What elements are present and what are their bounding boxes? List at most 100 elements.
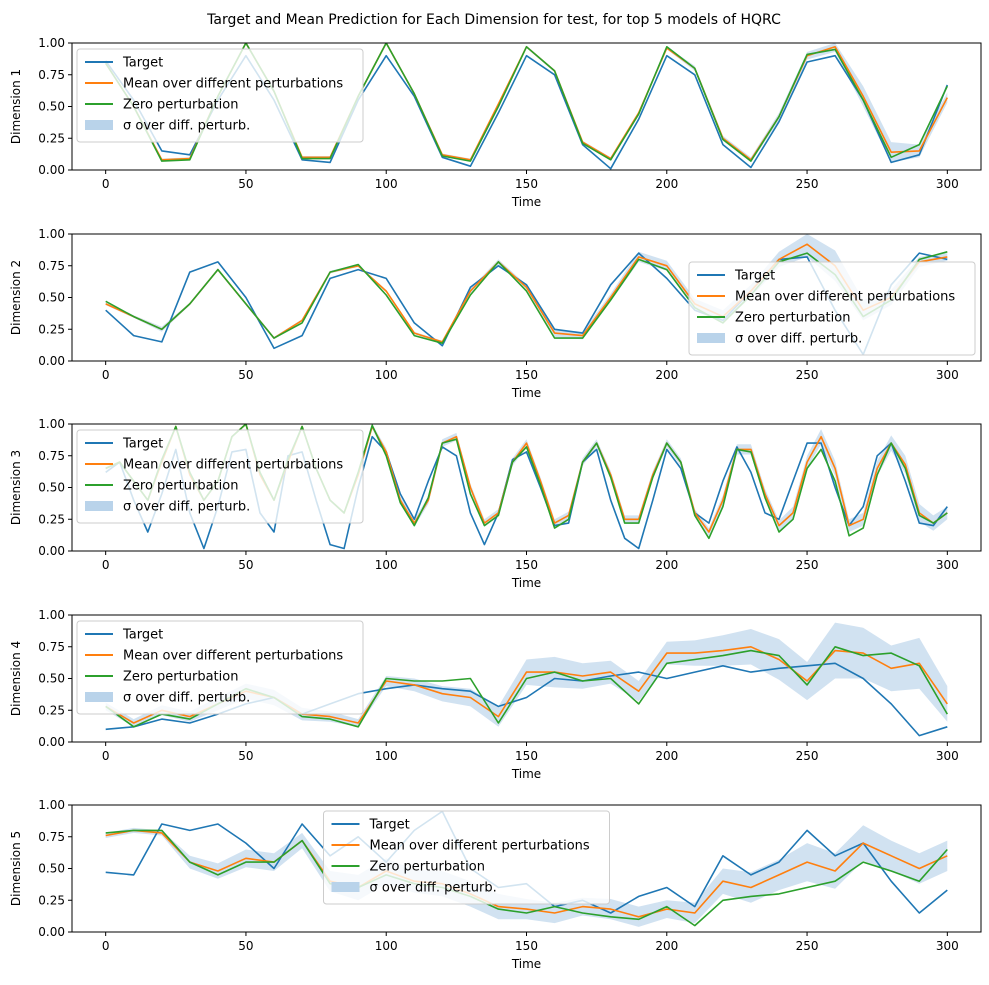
x-tick-label: 0 [102,368,110,382]
y-tick-label: 1.00 [38,417,65,431]
legend-label-zero: Zero perturbation [123,670,238,685]
x-tick-label: 250 [796,368,819,382]
x-tick-label: 100 [375,177,398,191]
series-line-zero [105,43,949,162]
x-tick-label: 150 [515,749,538,763]
legend-label-mean: Mean over different perturbations [123,458,343,473]
x-tick-label: 50 [238,749,253,763]
legend: Target Mean over different perturbations Z… [76,429,364,524]
x-tick-label: 0 [102,939,110,953]
y-tick-label: 0.00 [38,163,65,177]
legend-label-sigma: σ over diff. perturb. [370,881,497,896]
subplot-5: 0 50 100 150 200 250 300 0.00 0.25 0.50 0.75 1.00 Ti… [9,798,982,971]
y-tick-label: 1.00 [38,608,65,622]
x-axis-label: Time [511,386,541,400]
plot-area [105,234,948,356]
series-line-mean [105,424,948,533]
legend-label-target: Target [122,437,163,452]
legend-label-mean: Mean over different perturbations [370,839,590,854]
legend-label-target: Target [122,628,163,643]
y-axis-label: Dimension 1 [9,69,23,144]
subplot-4: 0 50 100 150 200 250 300 0.00 0.25 0.50 0.75 1.00 Ti… [9,608,982,781]
y-tick-label: 0.75 [38,259,65,273]
x-tick-label: 0 [102,749,110,763]
x-tick-label: 100 [375,749,398,763]
x-tick-label: 50 [238,939,253,953]
y-tick-label: 0.75 [38,449,65,463]
y-tick-label: 0.00 [38,735,65,749]
legend: Target Mean over different perturbations Z… [323,810,610,905]
legend: Target Mean over different perturbations Z… [76,620,364,715]
y-axis-label: Dimension 2 [9,260,23,335]
x-tick-label: 150 [515,177,538,191]
y-tick-label: 1.00 [38,227,65,241]
y-tick-label: 0.25 [38,512,65,526]
legend-label-sigma: σ over diff. perturb. [123,691,250,706]
x-tick-label: 0 [102,558,110,572]
legend-swatch-sigma [85,120,113,130]
x-tick-label: 200 [655,558,678,572]
legend-label-target: Target [369,818,410,833]
legend-label-sigma: σ over diff. perturb. [123,119,250,134]
y-axis-label: Dimension 5 [9,831,23,906]
x-tick-label: 100 [375,558,398,572]
x-tick-label: 250 [796,939,819,953]
y-tick-label: 0.50 [38,862,65,876]
legend-swatch-sigma [697,333,725,343]
y-tick-label: 0.25 [38,131,65,145]
x-tick-label: 200 [655,368,678,382]
series-line-target [105,252,948,356]
legend-label-mean: Mean over different perturbations [123,649,343,664]
subplot-grid: 0 50 100 150 200 250 300 0.00 0.25 0.50 0.75 1.00 Ti… [9,36,982,971]
y-tick-label: 0.50 [38,672,65,686]
x-tick-label: 50 [238,558,253,572]
y-tick-label: 0.50 [38,481,65,495]
x-tick-label: 50 [238,368,253,382]
x-axis-label: Time [511,957,541,971]
legend-label-zero: Zero perturbation [123,479,238,494]
y-tick-label: 1.00 [38,36,65,50]
legend-box [688,261,976,356]
x-tick-label: 200 [655,749,678,763]
x-tick-label: 250 [796,177,819,191]
legend: Target Mean over different perturbations Z… [76,48,364,143]
legend-box [76,429,364,524]
x-tick-label: 150 [515,368,538,382]
legend-box [76,48,364,143]
legend-label-target: Target [122,56,163,71]
legend-label-zero: Zero perturbation [370,860,485,875]
x-tick-label: 0 [102,177,110,191]
legend-label-sigma: σ over diff. perturb. [123,500,250,515]
x-tick-label: 300 [936,368,959,382]
sigma-band [105,825,948,927]
y-tick-label: 1.00 [38,798,65,812]
x-axis-label: Time [511,767,541,781]
x-tick-label: 250 [796,558,819,572]
y-tick-label: 0.75 [38,830,65,844]
x-tick-label: 300 [936,177,959,191]
x-tick-label: 150 [515,558,538,572]
x-axis-label: Time [511,576,541,590]
figure-title: Target and Mean Prediction for Each Dime… [206,12,781,28]
legend-label-mean: Mean over different perturbations [735,290,955,305]
legend-label-target: Target [734,269,775,284]
legend-label-sigma: σ over diff. perturb. [735,332,862,347]
legend-swatch-sigma [331,882,360,892]
x-tick-label: 200 [655,177,678,191]
subplot-3: 0 50 100 150 200 250 300 0.00 0.25 0.50 0.75 1.00 Ti… [9,417,982,590]
x-tick-label: 250 [796,749,819,763]
x-tick-label: 200 [655,939,678,953]
y-axis-label: Dimension 3 [9,450,23,525]
x-tick-label: 100 [375,368,398,382]
y-tick-label: 0.00 [38,354,65,368]
y-tick-label: 0.75 [38,640,65,654]
legend-swatch-sigma [85,692,113,702]
x-tick-label: 50 [238,177,253,191]
y-tick-label: 0.50 [38,100,65,114]
x-tick-label: 150 [515,939,538,953]
x-axis-label: Time [511,195,541,209]
y-tick-label: 0.25 [38,893,65,907]
x-tick-label: 300 [936,749,959,763]
y-tick-label: 0.25 [38,322,65,336]
